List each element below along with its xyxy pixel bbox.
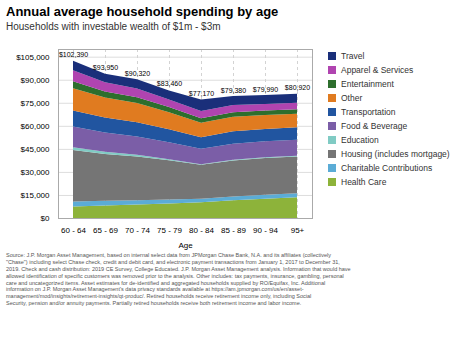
svg-text:$90,320: $90,320	[125, 70, 150, 77]
html-text:Transportation: Transportation	[341, 107, 396, 117]
svg-text:$30,000: $30,000	[21, 168, 50, 177]
svg-text:70 - 74: 70 - 74	[125, 226, 150, 235]
svg-text:$83,460: $83,460	[157, 80, 182, 87]
html-text:Households with investable wea: Households with investable wealth of $1m…	[6, 21, 221, 32]
html-text:Apparel & Services: Apparel & Services	[341, 65, 414, 75]
svg-text:$93,950: $93,950	[93, 64, 118, 71]
svg-text:$15,000: $15,000	[21, 191, 50, 200]
svg-text:$105,000: $105,000	[16, 53, 50, 62]
svg-text:60 - 64: 60 - 64	[61, 226, 86, 235]
svg-text:90 - 94: 90 - 94	[253, 226, 278, 235]
svg-text:$0: $0	[41, 214, 50, 223]
svg-text:95+: 95+	[291, 226, 305, 235]
svg-text:$79,380: $79,380	[221, 87, 246, 94]
svg-text:$75,000: $75,000	[21, 99, 50, 108]
svg-text:$45,000: $45,000	[21, 145, 50, 154]
svg-text:$80,920: $80,920	[285, 84, 310, 91]
html-text:Housing (includes mortgage): Housing (includes mortgage)	[341, 149, 450, 159]
html-text:Charitable Contributions: Charitable Contributions	[341, 163, 433, 173]
svg-text:$90,000: $90,000	[21, 76, 50, 85]
svg-text:$102,390: $102,390	[59, 51, 88, 58]
svg-text:$77,170: $77,170	[189, 90, 214, 97]
html-text:Entertainment: Entertainment	[341, 79, 394, 89]
html-text:Education: Education	[341, 135, 379, 145]
html-text:Source: J.P. Morgan Asset Mana: Source: J.P. Morgan Asset Management, ba…	[6, 252, 351, 307]
svg-text:$60,000: $60,000	[21, 122, 50, 131]
html-text:Other: Other	[341, 93, 363, 103]
svg-text:85 - 89: 85 - 89	[221, 226, 246, 235]
svg-text:Age: Age	[178, 241, 193, 250]
html-text:Annual average household spend: Annual average household spending by age	[6, 4, 279, 19]
svg-text:75 - 79: 75 - 79	[157, 226, 182, 235]
svg-text:65 - 69: 65 - 69	[93, 226, 118, 235]
svg-text:80 - 84: 80 - 84	[189, 226, 214, 235]
html-text:Food & Beverage: Food & Beverage	[341, 121, 408, 131]
html-text:Travel: Travel	[341, 51, 365, 61]
html-text:Health Care: Health Care	[341, 177, 387, 187]
svg-text:$79,990: $79,990	[253, 86, 278, 93]
